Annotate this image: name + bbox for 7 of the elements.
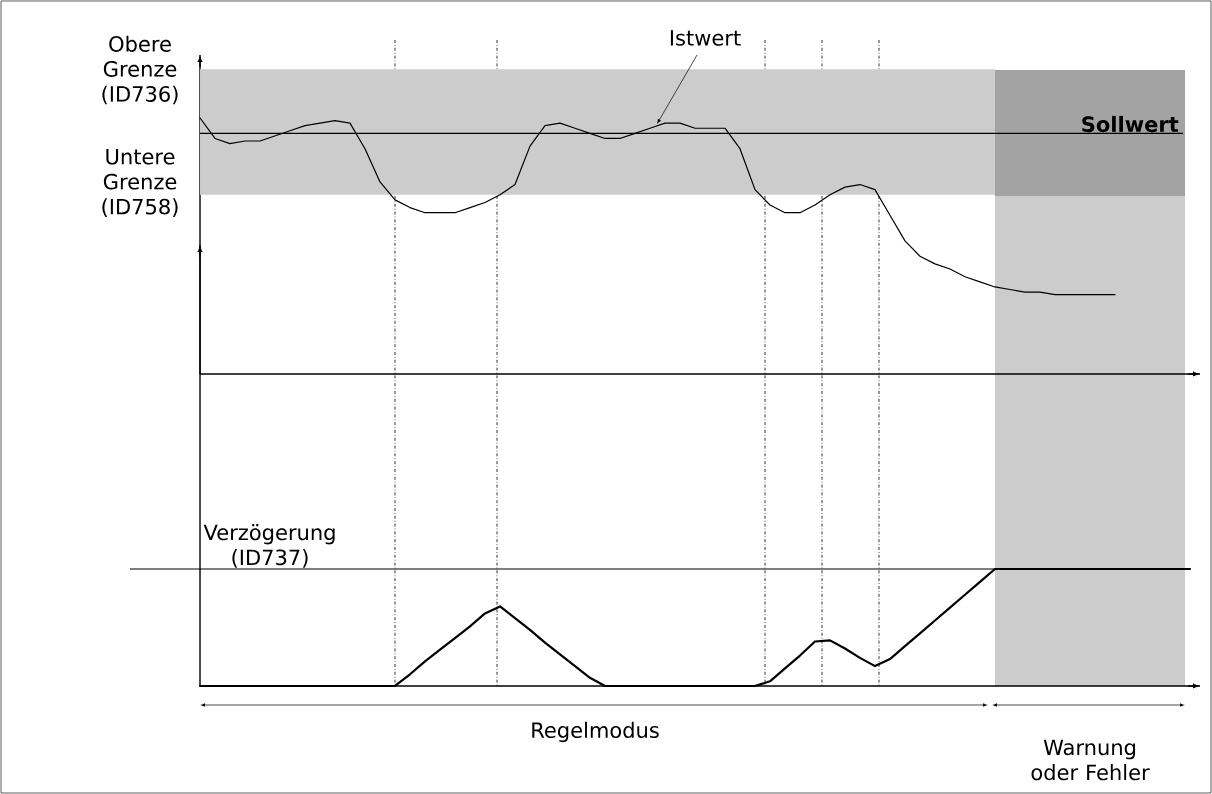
text: Regelmodus (532, 721, 659, 743)
ref-line-label: Verzögerung (ID737) (203, 524, 335, 568)
ref-line-label: Sollwert (1082, 115, 1179, 133)
text: Obere Grenze (ID736) (102, 35, 178, 105)
text: Untere Grenze (ID758) (102, 148, 178, 218)
text: Warnung oder Fehler (1031, 739, 1150, 781)
text: Istwert (670, 30, 741, 46)
